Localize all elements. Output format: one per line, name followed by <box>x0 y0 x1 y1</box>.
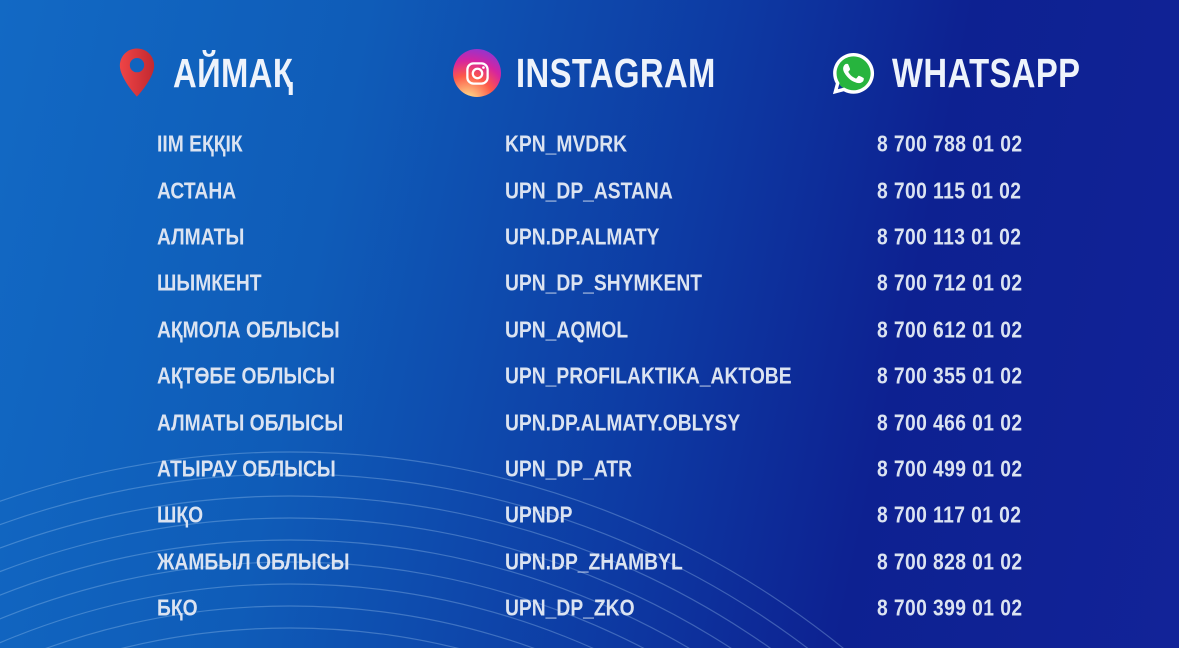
instagram-icon <box>453 49 501 97</box>
instagram-cell: UPN_DP_ATR <box>505 455 633 482</box>
instagram-cell: UPN_AQMOL <box>505 316 629 343</box>
region-cell: АЛМАТЫ <box>157 223 245 250</box>
table-row: АҚТӨБЕ ОБЛЫСЫ UPN_PROFILAKTIKA_AKTOBE 8 … <box>0 353 1179 399</box>
column-header-region: АЙМАҚ <box>116 42 323 104</box>
table-row: АСТАНА UPN_DP_ASTANA 8 700 115 01 02 <box>0 167 1179 213</box>
contacts-table: ІІМ ЕҚҚІК KPN_MVDRK 8 700 788 01 02 АСТА… <box>0 121 1179 631</box>
whatsapp-column-title: WHATSAPP <box>892 49 1081 96</box>
whatsapp-cell: 8 700 113 01 02 <box>877 223 1022 250</box>
instagram-cell: UPN_DP_ZKO <box>505 594 635 621</box>
instagram-column-title: INSTAGRAM <box>516 49 716 96</box>
region-cell: АҚМОЛА ОБЛЫСЫ <box>157 316 340 343</box>
table-row: АЛМАТЫ UPN.DP.ALMATY 8 700 113 01 02 <box>0 214 1179 260</box>
region-cell: ШЫМКЕНТ <box>157 269 262 296</box>
instagram-cell: UPN.DP_ZHAMBYL <box>505 548 683 575</box>
region-column-title: АЙМАҚ <box>173 49 294 96</box>
table-row: ШҚО UPNDP 8 700 117 01 02 <box>0 492 1179 538</box>
table-row: ЖАМБЫЛ ОБЛЫСЫ UPN.DP_ZHAMBYL 8 700 828 0… <box>0 539 1179 585</box>
table-row: ІІМ ЕҚҚІК KPN_MVDRK 8 700 788 01 02 <box>0 121 1179 167</box>
instagram-cell: UPN.DP.ALMATY <box>505 223 660 250</box>
table-row: ШЫМКЕНТ UPN_DP_SHYMKENT 8 700 712 01 02 <box>0 260 1179 306</box>
region-cell: АТЫРАУ ОБЛЫСЫ <box>157 455 336 482</box>
region-cell: АЛМАТЫ ОБЛЫСЫ <box>157 409 344 436</box>
whatsapp-cell: 8 700 612 01 02 <box>877 316 1023 343</box>
location-pin-icon <box>116 45 158 101</box>
table-row: АҚМОЛА ОБЛЫСЫ UPN_AQMOL 8 700 612 01 02 <box>0 307 1179 353</box>
whatsapp-cell: 8 700 788 01 02 <box>877 130 1023 157</box>
whatsapp-cell: 8 700 115 01 02 <box>877 177 1022 204</box>
region-cell: АСТАНА <box>157 177 237 204</box>
whatsapp-cell: 8 700 117 01 02 <box>877 501 1022 528</box>
whatsapp-cell: 8 700 499 01 02 <box>877 455 1023 482</box>
region-cell: ІІМ ЕҚҚІК <box>157 130 243 157</box>
instagram-cell: KPN_MVDRK <box>505 130 628 157</box>
whatsapp-icon <box>830 50 877 97</box>
region-cell: ШҚО <box>157 501 204 528</box>
region-cell: ЖАМБЫЛ ОБЛЫСЫ <box>157 548 350 575</box>
whatsapp-cell: 8 700 466 01 02 <box>877 409 1023 436</box>
table-row: АТЫРАУ ОБЛЫСЫ UPN_DP_ATR 8 700 499 01 02 <box>0 446 1179 492</box>
instagram-cell: UPN.DP.ALMATY.OBLYSY <box>505 409 741 436</box>
whatsapp-cell: 8 700 828 01 02 <box>877 548 1023 575</box>
region-cell: БҚО <box>157 594 198 621</box>
instagram-cell: UPN_DP_SHYMKENT <box>505 269 703 296</box>
region-cell: АҚТӨБЕ ОБЛЫСЫ <box>157 362 336 389</box>
table-row: БҚО UPN_DP_ZKO 8 700 399 01 02 <box>0 585 1179 631</box>
whatsapp-cell: 8 700 712 01 02 <box>877 269 1023 296</box>
whatsapp-cell: 8 700 355 01 02 <box>877 362 1023 389</box>
instagram-cell: UPN_DP_ASTANA <box>505 177 673 204</box>
column-header-instagram: INSTAGRAM <box>453 42 766 104</box>
instagram-cell: UPNDP <box>505 501 573 528</box>
table-row: АЛМАТЫ ОБЛЫСЫ UPN.DP.ALMATY.OBLYSY 8 700… <box>0 399 1179 445</box>
whatsapp-cell: 8 700 399 01 02 <box>877 594 1023 621</box>
instagram-cell: UPN_PROFILAKTIKA_AKTOBE <box>505 362 792 389</box>
column-header-whatsapp: WHATSAPP <box>830 42 1128 104</box>
